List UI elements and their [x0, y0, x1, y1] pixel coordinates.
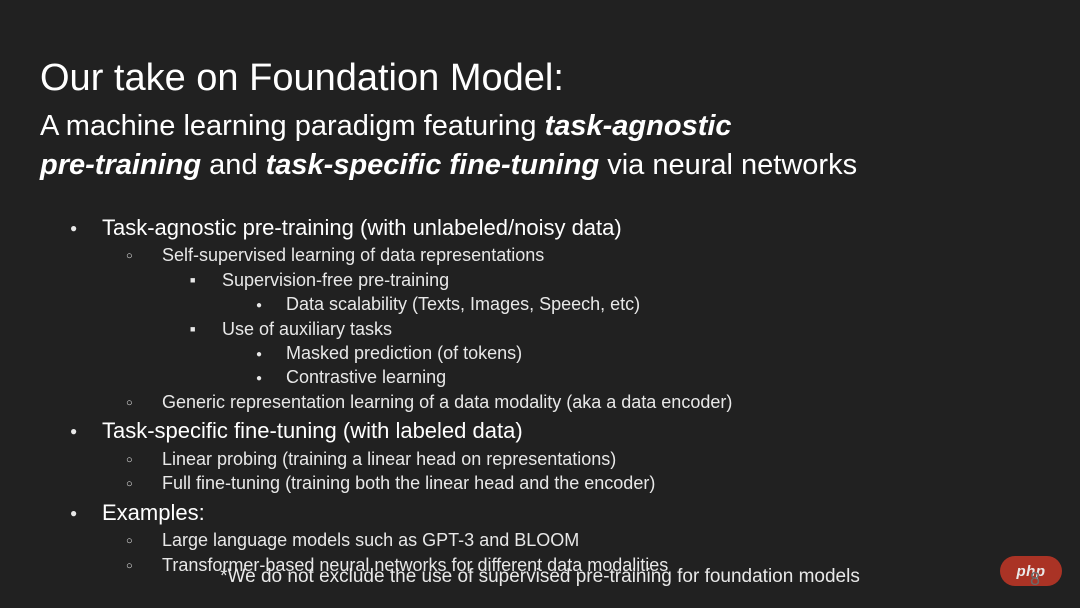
bullet-text: Contrastive learning [286, 367, 446, 387]
subtitle-emph: task-specific fine-tuning [266, 149, 600, 181]
bullet-text: Self-supervised learning of data represe… [162, 245, 544, 265]
bullet-text: Linear probing (training a linear head o… [162, 449, 616, 469]
bullet-text: Examples: [102, 500, 205, 525]
bullet-text: Full fine-tuning (training both the line… [162, 473, 655, 493]
bullet-l1: Task-agnostic pre-training (with unlabel… [70, 213, 1040, 414]
bullet-text: Large language models such as GPT-3 and … [162, 530, 579, 550]
bullet-l1: Task-specific fine-tuning (with labeled … [70, 416, 1040, 495]
bullet-text: Data scalability (Texts, Images, Speech,… [286, 294, 640, 314]
subtitle-text: via neural networks [599, 149, 857, 181]
bullet-l2: Linear probing (training a linear head o… [102, 448, 1040, 471]
subtitle-emph: pre-training [40, 149, 201, 181]
bullet-text: Task-specific fine-tuning (with labeled … [102, 418, 523, 443]
bullet-text: Masked prediction (of tokens) [286, 343, 522, 363]
bullet-l2: Self-supervised learning of data represe… [102, 244, 1040, 389]
bullet-text: Generic representation learning of a dat… [162, 392, 732, 412]
bullet-l4: Contrastive learning [222, 366, 1040, 389]
footnote: *We do not exclude the use of supervised… [0, 566, 1080, 588]
bullet-l3: Use of auxiliary tasks Masked prediction… [162, 318, 1040, 390]
slide-content: Task-agnostic pre-training (with unlabel… [40, 213, 1040, 577]
bullet-l3: Supervision-free pre-training Data scala… [162, 269, 1040, 317]
bullet-l2: Generic representation learning of a dat… [102, 391, 1040, 414]
bullet-l4: Masked prediction (of tokens) [222, 342, 1040, 365]
bullet-l2: Large language models such as GPT-3 and … [102, 529, 1040, 552]
bullet-text: Task-agnostic pre-training (with unlabel… [102, 215, 622, 240]
subtitle-emph: task-agnostic [545, 110, 732, 142]
subtitle-text: A machine learning paradigm featuring [40, 110, 545, 142]
bullet-l2: Full fine-tuning (training both the line… [102, 472, 1040, 495]
subtitle-text: and [201, 149, 266, 181]
slide-subtitle: A machine learning paradigm featuring ta… [40, 107, 1040, 185]
bullet-text: Supervision-free pre-training [222, 270, 449, 290]
slide-title: Our take on Foundation Model: [40, 55, 1040, 103]
bullet-l4: Data scalability (Texts, Images, Speech,… [222, 293, 1040, 316]
slide: Our take on Foundation Model: A machine … [0, 0, 1080, 608]
page-number: 8 [1030, 569, 1040, 590]
bullet-text: Use of auxiliary tasks [222, 319, 392, 339]
